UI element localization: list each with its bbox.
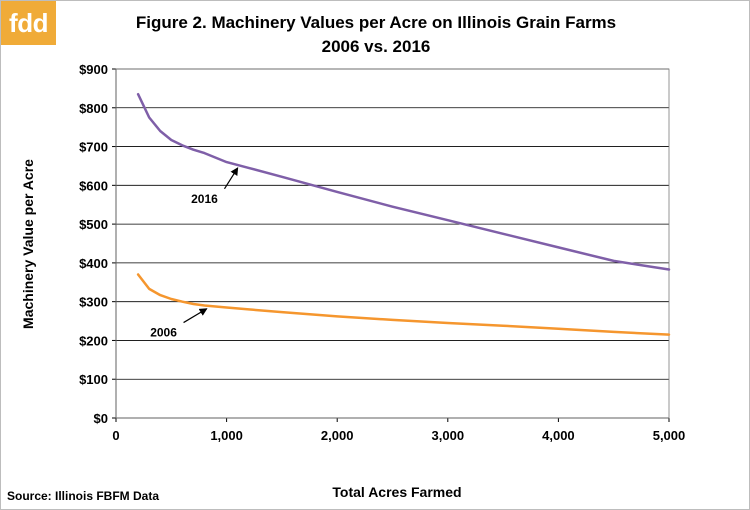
annotation-arrow-2006 — [183, 308, 208, 324]
series-line-2006 — [136, 273, 671, 336]
x-tick-label: 5,000 — [653, 428, 686, 443]
y-tick-label: $100 — [79, 372, 108, 387]
x-tick-label: 0 — [112, 428, 119, 443]
series-line-2016 — [136, 92, 671, 271]
x-tick-label: 1,000 — [210, 428, 243, 443]
annotations: 2016 2006 — [150, 167, 239, 340]
y-tick-label: $200 — [79, 333, 108, 348]
y-tick-label: $800 — [79, 101, 108, 116]
x-axis-label: Total Acres Farmed — [332, 484, 461, 500]
y-tick-label: $700 — [79, 140, 108, 155]
y-tick-label: $600 — [79, 178, 108, 193]
y-tick-label: $400 — [79, 256, 108, 271]
x-tick-label: 3,000 — [432, 428, 465, 443]
x-tick-label: 4,000 — [542, 428, 575, 443]
axes — [115, 68, 670, 419]
source-note: Source: Illinois FBFM Data — [7, 489, 160, 503]
series-lines — [136, 92, 671, 336]
y-tick-label: $0 — [94, 411, 108, 426]
x-tick-label: 2,000 — [321, 428, 354, 443]
annotation-label-2016: 2016 — [191, 192, 218, 206]
chart-title: Figure 2. Machinery Values per Acre on I… — [136, 13, 616, 32]
grid-lines — [112, 68, 670, 422]
plot-border — [115, 68, 670, 419]
y-axis-label: Machinery Value per Acre — [20, 159, 36, 329]
tick-labels: $0 $100 $200 $300 $400 $500 $600 $700 $800 $900 0 1… — [79, 62, 685, 443]
annotation-arrow-2016 — [223, 167, 239, 190]
y-tick-label: $300 — [79, 295, 108, 310]
fdd-logo: fdd — [1, 1, 56, 45]
y-tick-label: $900 — [79, 62, 108, 77]
chart-subtitle: 2006 vs. 2016 — [322, 37, 431, 56]
annotation-label-2006: 2006 — [150, 326, 177, 340]
y-tick-label: $500 — [79, 217, 108, 232]
